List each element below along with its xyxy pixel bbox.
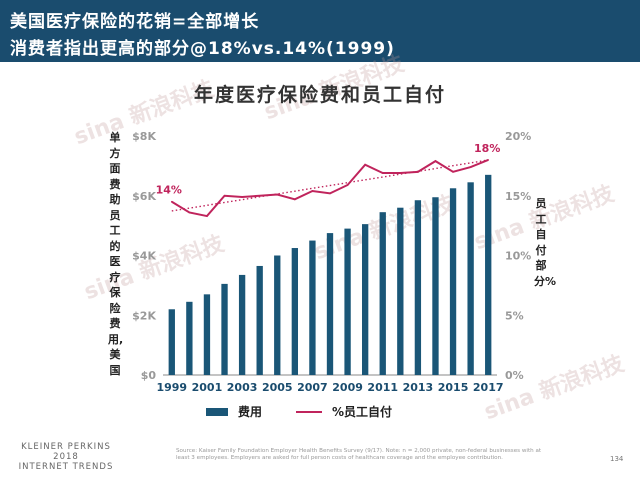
bar [485,174,492,375]
line-point [381,172,384,174]
y-right-tick-label: 0% [505,369,524,382]
chart-title: 年度医疗保险费和员工自付 [193,84,446,106]
chart-legend: 费用 %员工自付 [206,403,392,420]
bar [414,200,422,375]
bar [449,188,457,375]
line-point [452,171,454,173]
line-point [346,184,349,186]
slide-header: 美国医疗保险的花销=全部增长 消费者指出更高的部分@18%vs.14%(1999… [0,0,640,62]
line-point [364,163,366,166]
y-left-tick-label: $2K [132,309,156,322]
bar [274,255,281,375]
y-left-tick-label: $4K [132,250,156,263]
legend-bar-swatch [206,407,228,416]
bar [397,207,404,375]
y-right-tick-label: 20% [505,130,531,143]
brand-name: KLEINER PERKINS [21,442,111,452]
line-point [170,200,173,203]
line-point [329,192,331,195]
y-left-tick-label: $6K [132,190,156,203]
bar [309,240,316,375]
x-tick-label: 2005 [262,381,293,394]
x-tick-label: 2015 [438,381,469,394]
brand-subtitle: INTERNET TRENDS [18,462,114,472]
line-point [311,190,314,192]
bar [256,265,263,375]
x-tick-label: 2003 [227,381,258,394]
footer-brand: KLEINER PERKINS 2018 INTERNET TRENDS [6,442,126,472]
y-right-tick-label: 15% [505,190,531,203]
x-tick-label: 2007 [297,381,328,394]
bar [361,224,369,375]
y-left-tick-label: $0 [141,369,157,382]
bar [186,301,193,375]
line-point [188,211,191,214]
x-tick-label: 2001 [192,381,223,394]
x-tick-label: 1999 [156,381,187,394]
bar [291,248,299,375]
line-point [487,159,490,161]
legend-line-swatch [296,410,323,413]
y-right-tick-label: 5% [505,309,524,322]
page-number: 134 [610,455,624,463]
y-right-tick-label: 10% [505,250,531,263]
line-point [294,198,296,201]
line-point [434,160,437,162]
legend-line-label: %员工自付 [332,405,393,419]
bar [221,283,228,375]
bar [203,294,211,375]
line-point [241,196,243,198]
x-tick-label: 2017 [473,381,504,394]
brand-year: 2018 [53,452,79,462]
y-axis-left-label: 单方面费助员工的医疗保险费用,美国 [108,131,124,377]
bar [379,212,386,375]
line-point [399,172,402,174]
legend-bar-label: 费用 [238,405,263,419]
line-point [469,166,472,168]
line-point [417,171,419,173]
bar [344,228,351,375]
bar [467,182,474,375]
y-left-tick-label: $8K [132,130,156,143]
data-label: 14% [156,184,182,197]
trendline [171,159,489,212]
bar [168,309,175,375]
slide-title-line-1: 美国医疗保险的花销=全部增长 [10,12,260,32]
bar [432,197,439,375]
bar [238,274,246,375]
line-point [223,194,226,197]
source-note: Source: Kaiser Family Foundation Employe… [176,448,542,461]
line-point [258,194,261,197]
y-axis-right-label: 员工自付部分% [534,197,557,288]
line-point [276,193,279,196]
x-tick-label: 2011 [367,381,398,394]
line-point [206,215,208,217]
data-label: 18% [474,142,500,155]
x-tick-label: 2013 [403,381,434,394]
x-tick-label: 2009 [332,381,363,394]
bar [326,233,334,375]
slide-title-line-2: 消费者指出更高的部分@18%vs.14%(1999) [10,39,395,59]
